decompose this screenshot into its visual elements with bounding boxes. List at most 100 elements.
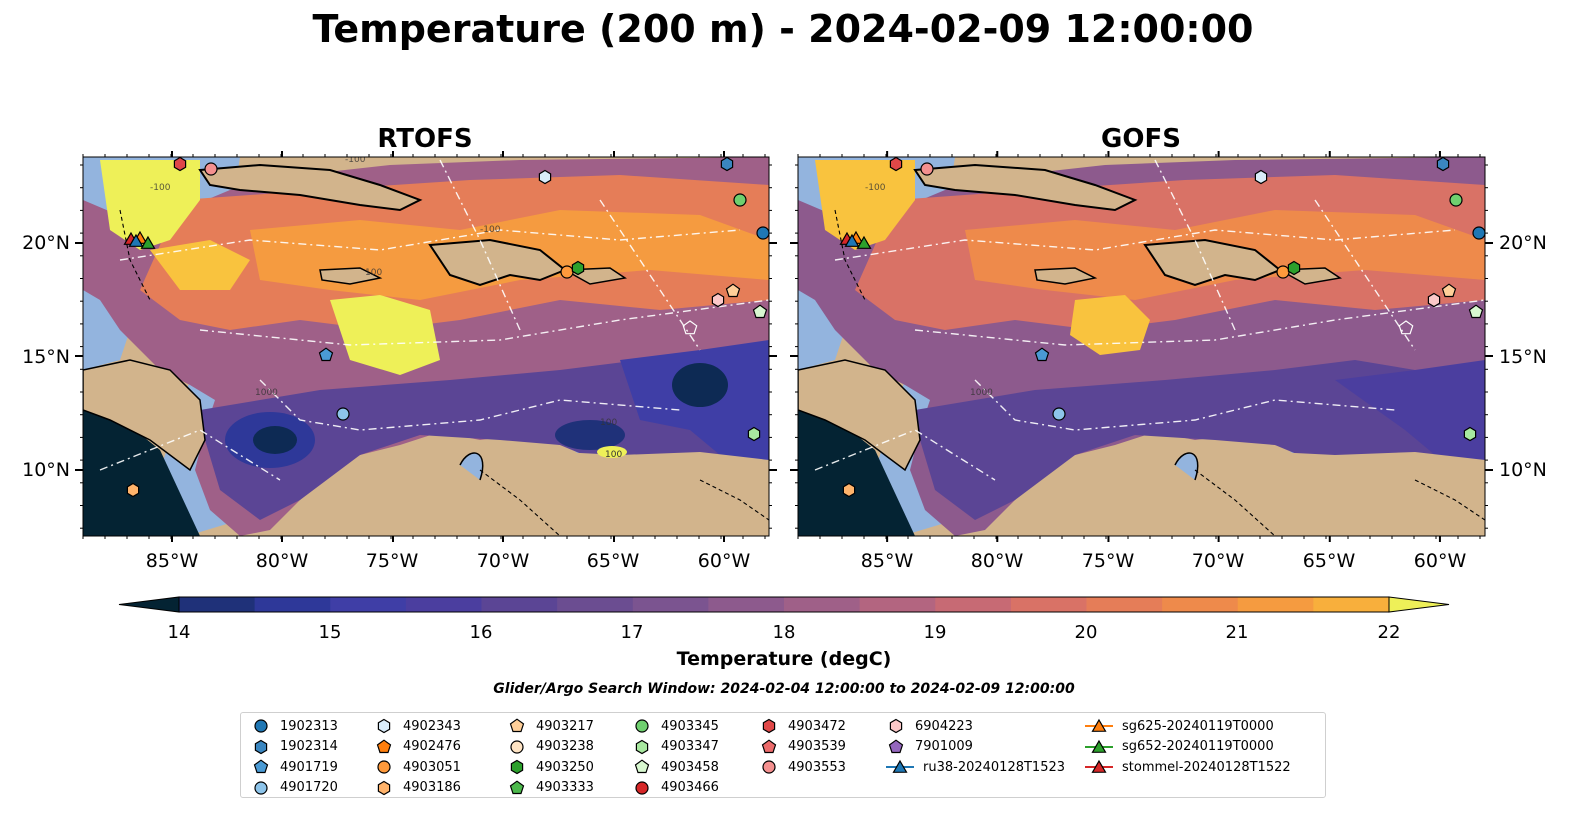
map-marker bbox=[336, 407, 350, 421]
map-panel-rtofs: RTOFS bbox=[22, 124, 777, 572]
contour-label: 100 bbox=[605, 450, 622, 460]
legend-label: 4903347 bbox=[661, 739, 719, 754]
colorbar-label: Temperature (degC) bbox=[677, 648, 892, 670]
map-marker bbox=[1441, 283, 1457, 298]
circle-marker-icon bbox=[254, 719, 268, 733]
map-marker bbox=[204, 162, 218, 176]
x-tick-label: 65°W bbox=[1303, 550, 1356, 572]
pentagon-marker-icon bbox=[253, 759, 269, 774]
legend-marker-shape bbox=[1091, 739, 1107, 753]
panel-title: GOFS bbox=[1101, 124, 1181, 154]
legend-marker-shape bbox=[762, 718, 776, 734]
legend-entry: 4902476 bbox=[374, 737, 461, 757]
legend-entry: 4903539 bbox=[759, 737, 846, 757]
legend-label: 4903217 bbox=[536, 718, 594, 734]
map-marker bbox=[126, 482, 140, 498]
map-marker bbox=[538, 169, 552, 185]
contour-label: -100 bbox=[150, 183, 171, 193]
map-marker bbox=[318, 347, 334, 362]
colorbar-segment bbox=[632, 597, 709, 612]
contour-label: 100 bbox=[600, 418, 617, 428]
y-tick-label: 15°N bbox=[1499, 346, 1547, 368]
map-marker bbox=[173, 157, 187, 172]
x-tick-label: 80°W bbox=[256, 550, 309, 572]
map-area: -100 1000 bbox=[798, 157, 1485, 536]
map-marker bbox=[889, 157, 903, 172]
map-marker bbox=[140, 235, 156, 249]
legend-marker-shape bbox=[892, 759, 908, 773]
legend-entry: 4901720 bbox=[251, 778, 338, 798]
x-tick-label: 85°W bbox=[146, 550, 199, 572]
hexagon-marker-icon bbox=[889, 718, 903, 734]
legend-label: 4903051 bbox=[403, 759, 461, 775]
x-tick-label: 75°W bbox=[1082, 550, 1135, 572]
legend-marker-shape bbox=[635, 780, 649, 795]
pentagon-marker-icon bbox=[634, 759, 650, 774]
legend-marker-shape bbox=[888, 738, 904, 753]
hexagon-marker-icon bbox=[254, 739, 268, 754]
circle-marker-icon bbox=[377, 760, 391, 774]
y-tick-label: 10°N bbox=[1499, 459, 1547, 481]
legend-marker-shape bbox=[509, 779, 525, 794]
x-tick-label: 60°W bbox=[698, 550, 751, 572]
pentagon-marker-icon bbox=[761, 738, 777, 753]
map-marker bbox=[1463, 426, 1477, 442]
colorbar-segment bbox=[1162, 597, 1239, 612]
legend-label: 1902314 bbox=[280, 739, 338, 754]
legend-entry: 4903250 bbox=[507, 757, 594, 777]
legend-label: 4903553 bbox=[788, 759, 846, 775]
legend-entry: ru38-20240128T1523 bbox=[886, 757, 1065, 777]
legend-entry: 1902314 bbox=[251, 737, 338, 757]
legend-marker-shape bbox=[377, 780, 391, 795]
legend-label: 6904223 bbox=[915, 718, 973, 734]
colorbar-tick: 14 bbox=[168, 622, 191, 643]
x-tick-label: 85°W bbox=[861, 550, 914, 572]
legend-marker-shape bbox=[377, 760, 391, 774]
map-marker bbox=[756, 226, 769, 240]
y-tick-label: 10°N bbox=[22, 459, 70, 481]
map-marker-outline bbox=[1398, 320, 1414, 335]
legend-marker-shape bbox=[635, 719, 649, 733]
legend-label: 4903472 bbox=[788, 718, 846, 734]
map-marker bbox=[733, 193, 747, 207]
legend-marker-shape bbox=[254, 739, 268, 754]
legend-marker-shape bbox=[376, 738, 392, 753]
legend-entry: 4903217 bbox=[507, 716, 594, 736]
hexagon-marker-icon bbox=[762, 718, 776, 734]
legend-entry: 4903458 bbox=[632, 757, 719, 777]
colorbar-segment bbox=[784, 597, 861, 612]
map-marker bbox=[720, 157, 734, 172]
x-tick-label: 70°W bbox=[477, 550, 530, 572]
y-tick-label: 20°N bbox=[1499, 232, 1547, 254]
search-window-subtitle: Glider/Argo Search Window: 2024-02-04 12… bbox=[493, 681, 1075, 697]
legend-label: 4903250 bbox=[536, 759, 594, 775]
colorbar-segment bbox=[481, 597, 558, 612]
legend-entry: 4903472 bbox=[759, 716, 846, 736]
legend-marker-shape bbox=[889, 718, 903, 734]
colorbar-segment bbox=[1086, 597, 1163, 612]
legend-entry: 4903333 bbox=[507, 778, 594, 798]
legend-label: 4902476 bbox=[403, 739, 461, 754]
x-tick-label: 65°W bbox=[587, 550, 640, 572]
pentagon-marker-icon bbox=[376, 738, 392, 753]
axis-ticks bbox=[75, 151, 777, 542]
legend-label: ru38-20240128T1523 bbox=[923, 759, 1066, 775]
legend-marker-shape bbox=[254, 719, 268, 733]
hexagon-marker-icon bbox=[635, 739, 649, 754]
map-marker bbox=[1052, 407, 1066, 421]
legend-entry: 4902343 bbox=[374, 716, 461, 736]
map-marker bbox=[711, 292, 725, 308]
circle-marker-icon bbox=[762, 760, 776, 774]
map-marker bbox=[844, 233, 860, 247]
x-tick-label: 70°W bbox=[1192, 550, 1245, 572]
triangle-marker-icon bbox=[1085, 759, 1113, 773]
contour-label: -100 bbox=[345, 155, 366, 165]
map-marker bbox=[1472, 226, 1485, 240]
legend-label: 4901719 bbox=[280, 759, 338, 775]
colorbar-tick: 22 bbox=[1378, 622, 1401, 643]
colorbar-tick: 16 bbox=[470, 622, 493, 643]
colorbar-segment bbox=[708, 597, 785, 612]
hexagon-marker-icon bbox=[377, 718, 391, 734]
triangle-marker-icon bbox=[1085, 718, 1113, 732]
legend-label: 4903186 bbox=[403, 780, 461, 795]
